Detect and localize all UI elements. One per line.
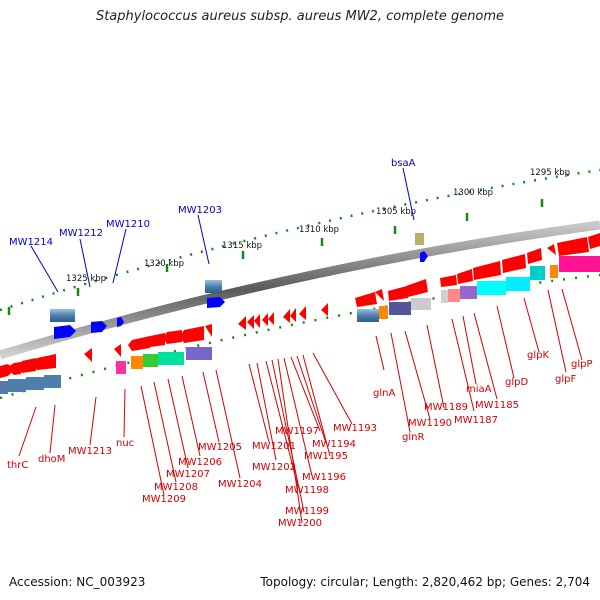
label-mw1196: MW1196: [302, 472, 346, 483]
forward-label-lines: [30, 167, 415, 293]
label-miaA: miaA: [466, 384, 492, 395]
label-mw1206: MW1206: [178, 457, 222, 468]
label-mw1185: MW1185: [475, 400, 519, 411]
forward-genes[interactable]: [54, 251, 428, 339]
label-mw1199: MW1199: [285, 506, 329, 517]
reverse-label-lines: [18, 288, 583, 524]
label-mw1202: MW1202: [252, 462, 296, 473]
scale-label-1315: 1315 kbp: [222, 241, 262, 251]
scale-label-1325: 1325 kbp: [66, 274, 106, 284]
reverse-genes-middle[interactable]: [238, 303, 328, 330]
label-mw1195: MW1195: [304, 451, 348, 462]
domain-bars-left[interactable]: [0, 347, 212, 394]
label-glpK: glpK: [527, 350, 549, 361]
label-glnA: glnA: [373, 388, 395, 399]
label-mw1187: MW1187: [454, 415, 498, 426]
label-mw1204: MW1204: [218, 479, 262, 490]
reverse-gene-labels[interactable]: thrC dhoM MW1213 nuc MW1209 MW1208 MW120…: [7, 350, 593, 529]
scale-major-ticks: [7, 199, 544, 315]
gene-mw1214: [54, 325, 76, 339]
domain-bars-right[interactable]: [357, 256, 600, 322]
scale-label-1320: 1320 kbp: [144, 259, 184, 269]
scale-label-1310: 1310 kbp: [299, 225, 339, 235]
topology-text: Topology: circular; Length: 2,820,462 bp…: [260, 575, 590, 589]
label-bsaA[interactable]: bsaA: [391, 158, 416, 169]
label-mw1190: MW1190: [408, 418, 452, 429]
reverse-genes-left[interactable]: [0, 324, 212, 378]
label-dhoM: dhoM: [38, 454, 65, 465]
label-glnR: glnR: [402, 432, 424, 443]
gene-bsaA: [420, 251, 428, 262]
label-mw1194: MW1194: [312, 439, 356, 450]
label-glpD: glpD: [505, 377, 528, 388]
label-glpP: glpP: [571, 359, 593, 370]
label-mw1213: MW1213: [68, 446, 112, 457]
scale-label-1295: 1295 kbp: [530, 168, 570, 178]
gene-mw1212: [91, 321, 107, 333]
label-mw1207: MW1207: [166, 469, 210, 480]
label-nuc: nuc: [116, 438, 134, 449]
map-title: Staphylococcus aureus subsp. aureus MW2,…: [95, 9, 505, 24]
label-mw1193: MW1193: [333, 423, 377, 434]
label-mw1212[interactable]: MW1212: [59, 228, 103, 239]
label-mw1208: MW1208: [154, 482, 198, 493]
gene-mw1203: [207, 297, 225, 308]
label-mw1189: MW1189: [424, 402, 468, 413]
label-mw1210[interactable]: MW1210: [106, 219, 150, 230]
feature-olive[interactable]: [415, 233, 424, 245]
label-mw1214[interactable]: MW1214: [9, 237, 53, 248]
forward-blocks[interactable]: [50, 280, 222, 322]
scale-label-1300: 1300 kbp: [453, 188, 493, 198]
label-mw1197: MW1197: [275, 426, 319, 437]
genome-backbone: [0, 220, 600, 360]
scale-label-1305: 1305 kbp: [376, 207, 416, 217]
label-glpF: glpF: [555, 374, 576, 385]
label-mw1205: MW1205: [198, 442, 242, 453]
accession-text: Accession: NC_003923: [9, 575, 146, 589]
label-mw1209: MW1209: [142, 494, 186, 505]
label-mw1203[interactable]: MW1203: [178, 205, 222, 216]
label-mw1200: MW1200: [278, 518, 322, 529]
label-mw1198: MW1198: [285, 485, 329, 496]
label-thrC: thrC: [7, 460, 28, 471]
label-mw1201: MW1201: [252, 441, 296, 452]
gene-mw1210: [117, 317, 124, 327]
reverse-genes-right[interactable]: [355, 233, 600, 307]
